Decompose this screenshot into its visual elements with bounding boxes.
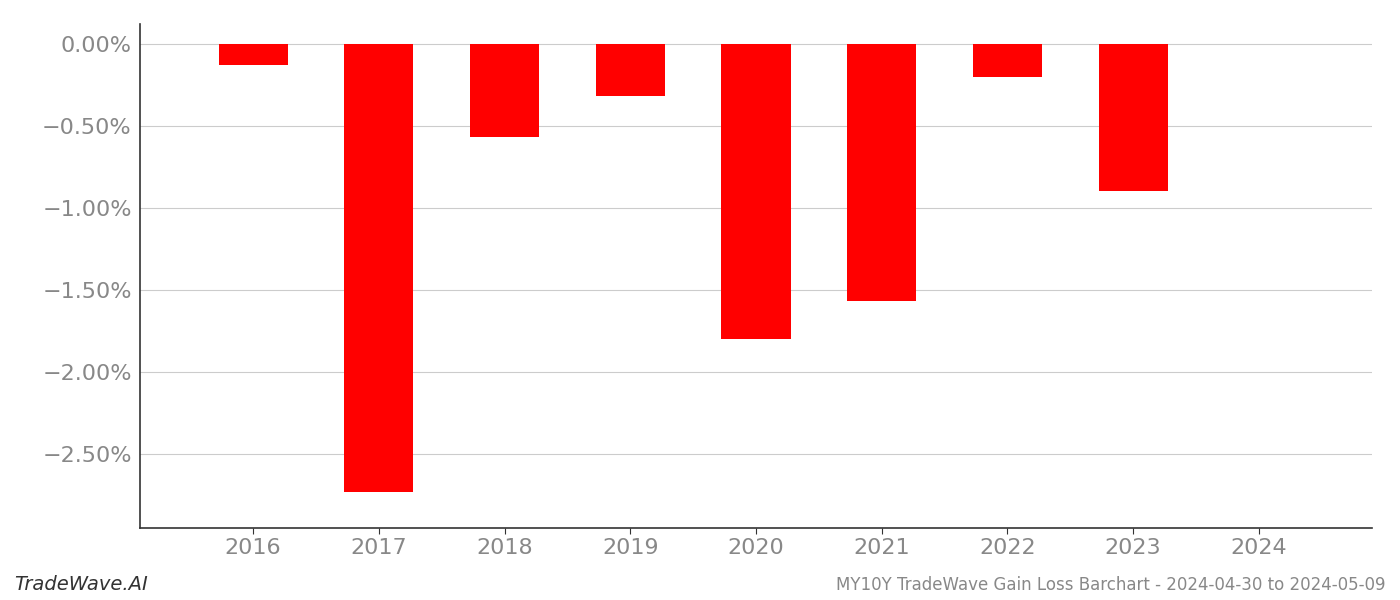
Text: MY10Y TradeWave Gain Loss Barchart - 2024-04-30 to 2024-05-09: MY10Y TradeWave Gain Loss Barchart - 202…: [837, 576, 1386, 594]
Text: TradeWave.AI: TradeWave.AI: [14, 575, 148, 594]
Bar: [596, 44, 665, 96]
Bar: [218, 44, 288, 65]
Bar: [973, 44, 1042, 77]
Bar: [1099, 44, 1168, 191]
Bar: [847, 44, 916, 301]
Bar: [344, 44, 413, 492]
Bar: [721, 44, 791, 339]
Bar: [470, 44, 539, 137]
